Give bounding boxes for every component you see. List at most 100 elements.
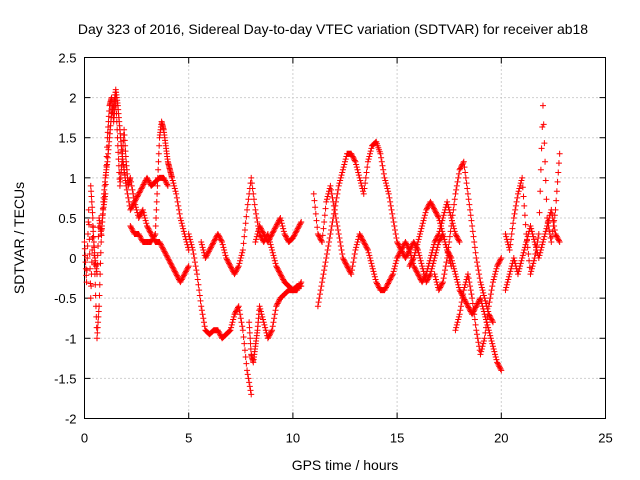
- data-point: [116, 176, 123, 183]
- data-point: [403, 253, 410, 260]
- data-point: [225, 328, 232, 335]
- series-t10: [406, 198, 505, 374]
- data-point: [164, 182, 171, 189]
- data-point: [314, 224, 321, 231]
- data-point: [99, 212, 106, 219]
- data-point: [449, 260, 456, 267]
- data-point: [352, 247, 359, 254]
- data-point: [296, 221, 303, 228]
- data-point: [484, 313, 491, 320]
- data-point: [128, 178, 135, 185]
- data-point: [223, 256, 230, 263]
- data-point: [455, 237, 462, 244]
- data-point: [228, 264, 235, 271]
- data-point: [373, 279, 380, 286]
- data-point: [161, 176, 168, 183]
- data-point: [162, 249, 169, 256]
- data-point: [351, 156, 358, 163]
- data-point: [189, 247, 196, 254]
- data-point: [392, 260, 399, 267]
- data-point: [348, 267, 355, 274]
- data-point: [87, 182, 94, 189]
- data-point: [242, 353, 249, 360]
- data-point: [150, 235, 157, 241]
- data-point: [193, 267, 200, 274]
- data-point: [319, 279, 326, 286]
- data-point: [345, 265, 352, 272]
- data-point: [396, 244, 403, 251]
- data-point: [519, 252, 526, 259]
- data-point: [271, 225, 278, 232]
- data-point: [95, 313, 102, 320]
- data-point: [378, 158, 385, 165]
- data-point: [219, 241, 226, 248]
- data-point: [88, 188, 95, 195]
- data-point: [181, 271, 188, 278]
- data-point: [86, 236, 93, 243]
- data-point: [323, 196, 330, 203]
- data-point: [154, 174, 161, 181]
- data-point: [417, 230, 424, 237]
- data-point: [281, 230, 288, 237]
- data-point: [554, 235, 561, 241]
- data-point: [419, 263, 426, 270]
- data-point: [259, 313, 266, 320]
- data-point: [437, 284, 444, 291]
- data-point: [328, 222, 335, 229]
- data-point: [194, 271, 201, 278]
- data-point: [547, 209, 554, 216]
- data-point: [483, 324, 490, 331]
- data-point: [244, 201, 251, 208]
- data-point: [277, 271, 284, 278]
- data-point: [468, 217, 475, 224]
- data-point: [451, 196, 458, 203]
- data-point: [153, 198, 160, 205]
- data-point: [253, 233, 260, 240]
- data-point: [452, 190, 459, 197]
- data-point: [138, 185, 145, 192]
- data-point: [477, 279, 484, 286]
- data-point: [358, 182, 365, 189]
- data-point: [489, 319, 496, 326]
- data-point: [402, 239, 409, 246]
- data-point: [398, 247, 405, 254]
- data-point: [495, 260, 502, 267]
- series-t5: [198, 174, 305, 294]
- data-point: [444, 249, 451, 256]
- data-point: [199, 244, 206, 251]
- data-point: [508, 230, 515, 237]
- data-point: [200, 315, 207, 322]
- data-point: [460, 160, 467, 167]
- data-point: [508, 265, 515, 272]
- data-point: [154, 182, 161, 189]
- data-point: [139, 182, 146, 189]
- data-point: [122, 148, 129, 155]
- data-point: [140, 181, 147, 188]
- data-point: [464, 301, 471, 308]
- data-point: [464, 303, 471, 310]
- data-point: [267, 241, 274, 248]
- data-point: [414, 239, 421, 246]
- data-point: [173, 272, 180, 279]
- data-point: [328, 186, 335, 193]
- data-point: [128, 225, 135, 232]
- data-point: [444, 255, 451, 262]
- data-point: [410, 256, 417, 263]
- series-t12: [452, 255, 505, 358]
- data-point: [328, 226, 335, 233]
- data-point: [322, 259, 329, 266]
- data-point: [128, 205, 135, 212]
- data-point: [425, 275, 432, 282]
- data-point: [262, 327, 269, 334]
- data-point: [483, 319, 490, 326]
- data-point: [430, 260, 437, 267]
- series-t7: [252, 214, 305, 246]
- data-point: [518, 177, 525, 184]
- data-point: [415, 236, 422, 243]
- data-point: [337, 239, 344, 246]
- data-point: [390, 268, 397, 275]
- data-point: [246, 324, 253, 331]
- data-point: [415, 272, 422, 279]
- data-point: [173, 190, 180, 197]
- data-point: [433, 249, 440, 256]
